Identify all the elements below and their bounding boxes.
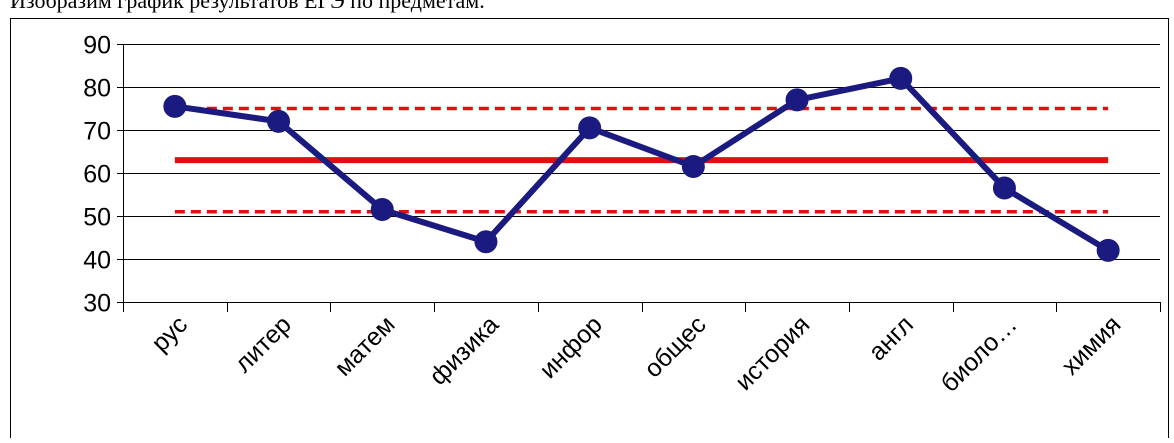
- chart-frame: [10, 18, 1169, 443]
- y-tick-label: 80: [83, 75, 111, 103]
- data-point: [267, 109, 291, 133]
- data-point: [370, 198, 394, 222]
- chart-caption: Изобразим график результатов ЕГЭ по пред…: [10, 0, 485, 13]
- y-tick-label: 60: [83, 161, 111, 189]
- data-point: [578, 116, 602, 140]
- data-point: [785, 88, 809, 112]
- data-point: [474, 230, 498, 254]
- data-point: [889, 66, 913, 90]
- reference-lines: [174, 106, 1109, 214]
- y-tick-label: 70: [83, 118, 111, 146]
- series: [163, 66, 1120, 262]
- y-tick-label: 30: [83, 290, 111, 318]
- axes: [117, 44, 1161, 312]
- data-point: [681, 155, 705, 179]
- data-point: [1096, 238, 1120, 262]
- series-line: [174, 75, 1110, 253]
- y-tick-label: 90: [83, 32, 111, 60]
- y-tick-label: 50: [83, 204, 111, 232]
- data-point: [163, 94, 187, 118]
- y-tick-label: 40: [83, 247, 111, 275]
- data-point: [992, 176, 1016, 200]
